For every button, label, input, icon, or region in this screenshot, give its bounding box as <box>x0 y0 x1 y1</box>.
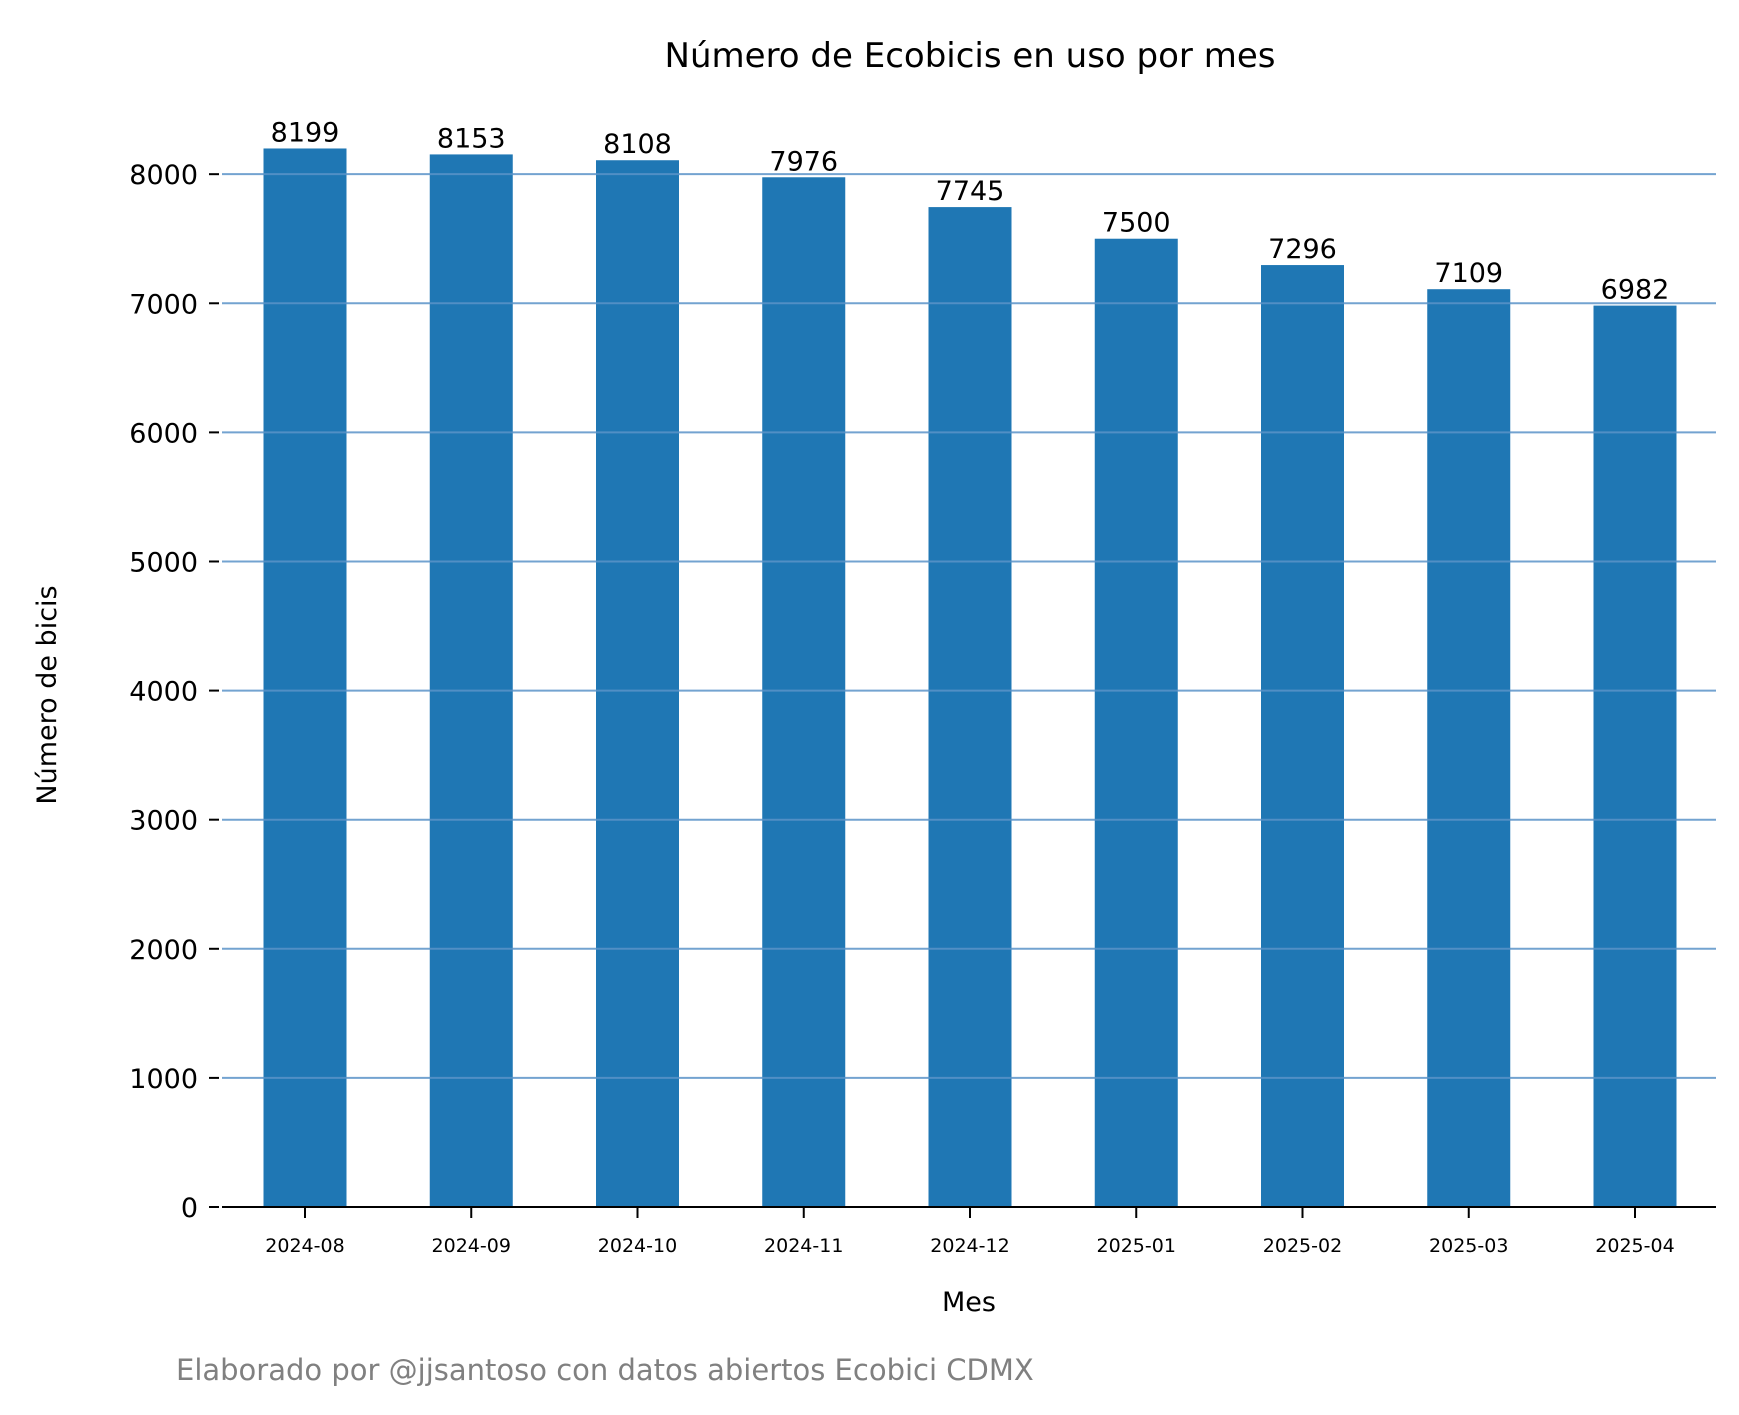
y-tick-label: 3000 <box>129 806 198 837</box>
chart-title: Número de Ecobicis en uso por mes <box>665 36 1276 76</box>
bar-value-label: 8108 <box>603 129 672 160</box>
bar-2025-04 <box>1593 305 1677 1207</box>
x-tick-label: 2025-01 <box>1097 1235 1176 1257</box>
x-tick-label: 2024-10 <box>598 1235 677 1257</box>
x-tick-label: 2024-08 <box>265 1235 344 1257</box>
y-tick-label: 1000 <box>129 1064 198 1095</box>
y-tick-label: 4000 <box>129 677 198 708</box>
bar-value-label: 7296 <box>1268 234 1337 265</box>
y-tick-label: 0 <box>181 1193 198 1224</box>
x-tick-label: 2025-02 <box>1263 1235 1342 1257</box>
bar-2024-10 <box>596 160 679 1208</box>
y-tick-label: 5000 <box>129 547 198 578</box>
bar-value-label: 6982 <box>1601 275 1670 306</box>
bar-2024-12 <box>928 207 1012 1208</box>
y-tick-label: 6000 <box>129 418 198 449</box>
x-axis: 2024-08 2024-09 2024-10 2024-11 2024-12 2025-… <box>222 1206 1716 1257</box>
y-axis-title: Número de bicis <box>32 585 63 804</box>
bar-value-label: 7976 <box>769 146 838 177</box>
bar-value-label: 7109 <box>1434 258 1503 289</box>
bar-2024-09 <box>429 154 513 1208</box>
bar-value-label: 8199 <box>271 117 340 148</box>
bar-value-label: 8153 <box>437 123 506 154</box>
bar-2024-11 <box>762 177 846 1207</box>
x-tick-label: 2024-11 <box>764 1235 843 1257</box>
bar-value-label: 7745 <box>936 176 1005 207</box>
source-footnote: Elaborado por @jjsantoso con datos abier… <box>176 1353 1034 1387</box>
x-tick-label: 2024-09 <box>432 1235 511 1257</box>
y-tick-label: 7000 <box>129 289 198 320</box>
x-tick-label: 2025-03 <box>1429 1235 1508 1257</box>
bars-group <box>263 148 1677 1208</box>
bar-labels-group: 8199 8153 8108 7976 7745 7500 7296 7109 6982 <box>271 117 1670 305</box>
gridlines-group <box>222 173 1716 1079</box>
y-tick-label: 8000 <box>129 160 198 191</box>
x-axis-title: Mes <box>942 1287 996 1318</box>
x-tick-label: 2025-04 <box>1595 1235 1674 1257</box>
x-tick-label: 2024-12 <box>930 1235 1009 1257</box>
bar-2025-01 <box>1094 238 1178 1208</box>
bar-value-label: 7500 <box>1102 208 1171 239</box>
y-tick-label: 2000 <box>129 935 198 966</box>
y-axis: 0 1000 2000 3000 4000 5000 6000 7000 8000 <box>129 160 219 1224</box>
bar-2025-02 <box>1261 265 1344 1207</box>
bar-2024-08 <box>263 148 347 1208</box>
bar-2025-03 <box>1427 289 1511 1207</box>
